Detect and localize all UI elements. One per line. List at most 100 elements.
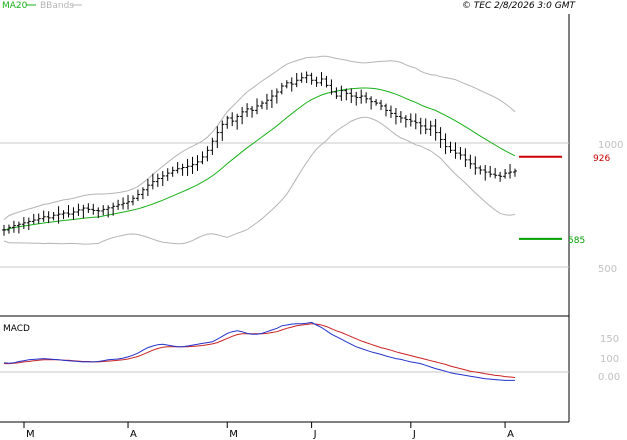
ohlc-bar xyxy=(225,115,230,129)
ohlc-bar xyxy=(121,197,126,210)
ohlc-bar xyxy=(493,167,498,179)
ohlc-bar xyxy=(284,80,289,89)
ohlc-bar xyxy=(374,99,379,106)
ohlc-bar xyxy=(408,113,413,127)
ohlc-bar xyxy=(388,105,393,118)
macd-y-tick-150: 150 xyxy=(600,334,619,345)
ohlc-bar xyxy=(498,171,503,182)
ohlc-bar xyxy=(41,210,46,222)
ohlc-bar xyxy=(21,217,26,230)
ohlc-bar xyxy=(384,103,389,117)
ohlc-bar xyxy=(508,164,513,179)
ohlc-bar xyxy=(66,205,71,218)
ohlc-bar xyxy=(448,141,453,153)
ohlc-bar xyxy=(160,171,165,187)
ohlc-bar xyxy=(140,187,145,200)
ohlc-bar xyxy=(31,213,36,225)
ohlc-bar xyxy=(26,217,31,231)
macd-line xyxy=(3,321,515,381)
ohlc-bar xyxy=(51,211,56,221)
ohlc-bar xyxy=(364,92,369,104)
ohlc-bar xyxy=(488,165,493,178)
ohlc-bar xyxy=(205,146,210,162)
ohlc-bar xyxy=(101,205,106,216)
support-label: 585 xyxy=(568,236,585,246)
ohlc-bar xyxy=(126,194,131,210)
ohlc-bar xyxy=(255,98,260,115)
ohlc-bar xyxy=(269,89,274,108)
ohlc-bar xyxy=(398,111,403,123)
bband-lower-line xyxy=(3,116,516,245)
ohlc-bar xyxy=(230,112,235,127)
x-tick-label: A xyxy=(130,429,137,440)
ohlc-bar xyxy=(91,203,96,215)
ohlc-bar xyxy=(478,165,483,175)
ohlc-bar xyxy=(145,178,150,197)
ohlc-bar xyxy=(81,204,86,219)
ohlc-bar xyxy=(150,173,155,190)
ohlc-bar xyxy=(240,106,245,125)
ohlc-bar xyxy=(56,206,61,224)
ohlc-bar xyxy=(264,93,269,110)
ohlc-bar xyxy=(36,213,41,224)
ohlc-bar xyxy=(106,205,111,218)
ohlc-bar xyxy=(2,224,6,236)
ohlc-bar xyxy=(513,168,517,177)
ohlc-bar xyxy=(289,77,294,92)
ohlc-bar xyxy=(11,220,16,233)
ohlc-bar xyxy=(195,155,200,171)
ohlc-bar xyxy=(116,199,121,210)
ohlc-bar xyxy=(354,91,359,106)
x-tick-label: M xyxy=(229,429,238,440)
ohlc-bar xyxy=(443,133,448,155)
ohlc-bar xyxy=(453,142,458,159)
ohlc-bar xyxy=(180,163,185,176)
ohlc-bar xyxy=(210,137,215,155)
ohlc-bar xyxy=(503,169,508,179)
ohlc-bar xyxy=(413,113,418,130)
ohlc-bar xyxy=(428,120,433,136)
ohlc-bar xyxy=(334,87,339,99)
ohlc-bar xyxy=(458,146,463,160)
y-tick-label-1000: 1000 xyxy=(598,140,623,151)
ohlc-bar xyxy=(250,105,255,118)
ohlc-bar xyxy=(294,72,299,88)
ohlc-bar xyxy=(483,164,488,181)
ohlc-bar xyxy=(299,72,304,83)
macd-y-tick-0: 0.00 xyxy=(598,372,620,383)
ohlc-bar xyxy=(215,126,220,149)
ohlc-bar xyxy=(359,89,364,104)
ohlc-bar xyxy=(403,115,408,128)
ohlc-bar xyxy=(76,203,81,216)
ohlc-bar xyxy=(259,100,264,110)
bbands-legend-label: BBands xyxy=(40,1,74,11)
ohlc-bar xyxy=(468,154,473,169)
ohlc-bar xyxy=(319,72,324,86)
ohlc-bar xyxy=(130,195,135,206)
x-tick-label: J xyxy=(412,429,416,440)
ohlc-bar xyxy=(393,107,398,125)
ohlc-bar xyxy=(155,173,160,187)
ohlc-bar xyxy=(379,99,384,111)
x-tick-label: M xyxy=(26,429,35,440)
ohlc-bar xyxy=(473,156,478,175)
ohlc-bar xyxy=(86,203,91,214)
ohlc-bar xyxy=(418,117,423,135)
ohlc-bar xyxy=(200,151,205,165)
ohlc-bar xyxy=(304,71,309,84)
x-tick-label: A xyxy=(507,429,514,440)
ohlc-bar xyxy=(438,127,443,149)
ohlc-bar xyxy=(220,120,225,141)
x-tick-label: J xyxy=(313,429,317,440)
bband-upper-line xyxy=(3,55,516,220)
y-tick-label-500: 500 xyxy=(598,264,617,275)
ohlc-bar xyxy=(96,207,101,219)
macd-title: MACD xyxy=(3,324,30,334)
ohlc-bar xyxy=(339,85,344,101)
ohlc-bar xyxy=(463,148,468,168)
ohlc-bar xyxy=(61,210,66,220)
ohlc-bar xyxy=(46,211,51,224)
ohlc-bar xyxy=(369,96,374,110)
ohlc-bar xyxy=(423,118,428,135)
